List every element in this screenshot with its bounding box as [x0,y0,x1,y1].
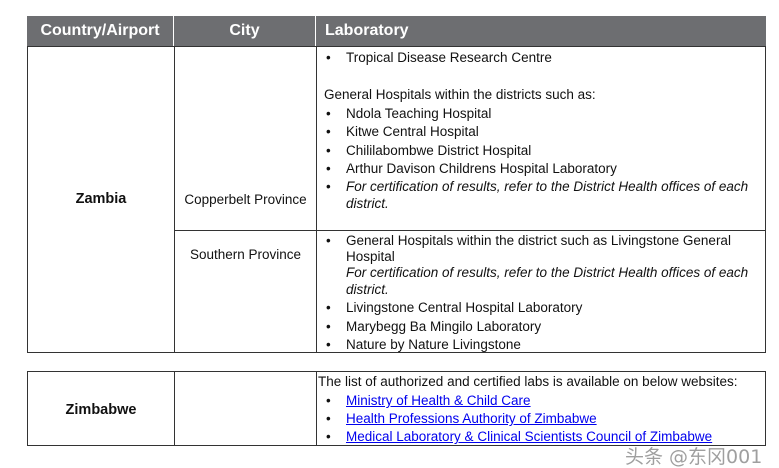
bullet: • [326,106,331,121]
lab-item: General Hospitals within the district su… [346,233,731,248]
bullet: • [326,143,331,158]
bullet: • [326,50,331,65]
intro-text: General Hospitals within the districts s… [324,87,596,102]
bullet: • [326,233,331,248]
bullet: • [326,429,331,444]
link-ministry-of-health[interactable]: Ministry of Health & Child Care [346,393,531,408]
zambia-country-cell: Zambia [27,46,175,353]
certification-note-cont: district. [346,282,389,297]
country-name: Zambia [75,191,127,207]
lab-item: Tropical Disease Research Centre [346,50,552,65]
lab-item: Livingstone Central Hospital Laboratory [346,300,583,315]
certification-note: For certification of results, refer to t… [346,179,749,194]
header-city: City [174,16,316,46]
lab-item: Chililabombwe District Hospital [346,143,532,158]
bullet: • [326,124,331,139]
header-country: Country/Airport [27,16,174,46]
zimbabwe-lab-cell: The list of authorized and certified lab… [316,371,766,446]
lab-item: Arthur Davison Childrens Hospital Labora… [346,161,617,176]
bullet: • [326,393,331,408]
bullet: • [326,300,331,315]
link-medical-laboratory-council[interactable]: Medical Laboratory & Clinical Scientists… [346,429,713,444]
city-name: Southern Province [189,247,302,262]
bullet: • [326,337,331,352]
southern-city-cell: Southern Province [174,230,317,353]
link-health-professions-authority[interactable]: Health Professions Authority of Zimbabwe [346,411,597,426]
lab-item: Ndola Teaching Hospital [346,106,492,121]
zimbabwe-city-cell [174,371,317,446]
lab-item: Marybegg Ba Mingilo Laboratory [346,319,542,334]
watermark: 头条 @东冈001 [625,446,763,468]
bullet: • [326,161,331,176]
copperbelt-lab-cell: • Tropical Disease Research Centre Genera… [316,46,766,231]
lab-item: Nature by Nature Livingstone [346,337,521,352]
certification-note: For certification of results, refer to t… [346,265,749,280]
southern-lab-cell: • General Hospitals within the district s… [316,230,766,353]
zimbabwe-country-cell: Zimbabwe [27,371,175,446]
bullet: • [326,319,331,334]
bullet: • [326,179,331,194]
city-name: Copperbelt Province [184,192,307,207]
certification-note-cont: district. [346,196,389,211]
copperbelt-city-cell: Copperbelt Province [174,46,317,231]
lab-item-cont: Hospital [346,249,395,264]
intro-text: The list of authorized and certified lab… [318,374,738,389]
bullet: • [326,411,331,426]
country-name: Zimbabwe [65,402,137,418]
header-laboratory: Laboratory [316,16,766,46]
lab-item: Kitwe Central Hospital [346,124,479,139]
